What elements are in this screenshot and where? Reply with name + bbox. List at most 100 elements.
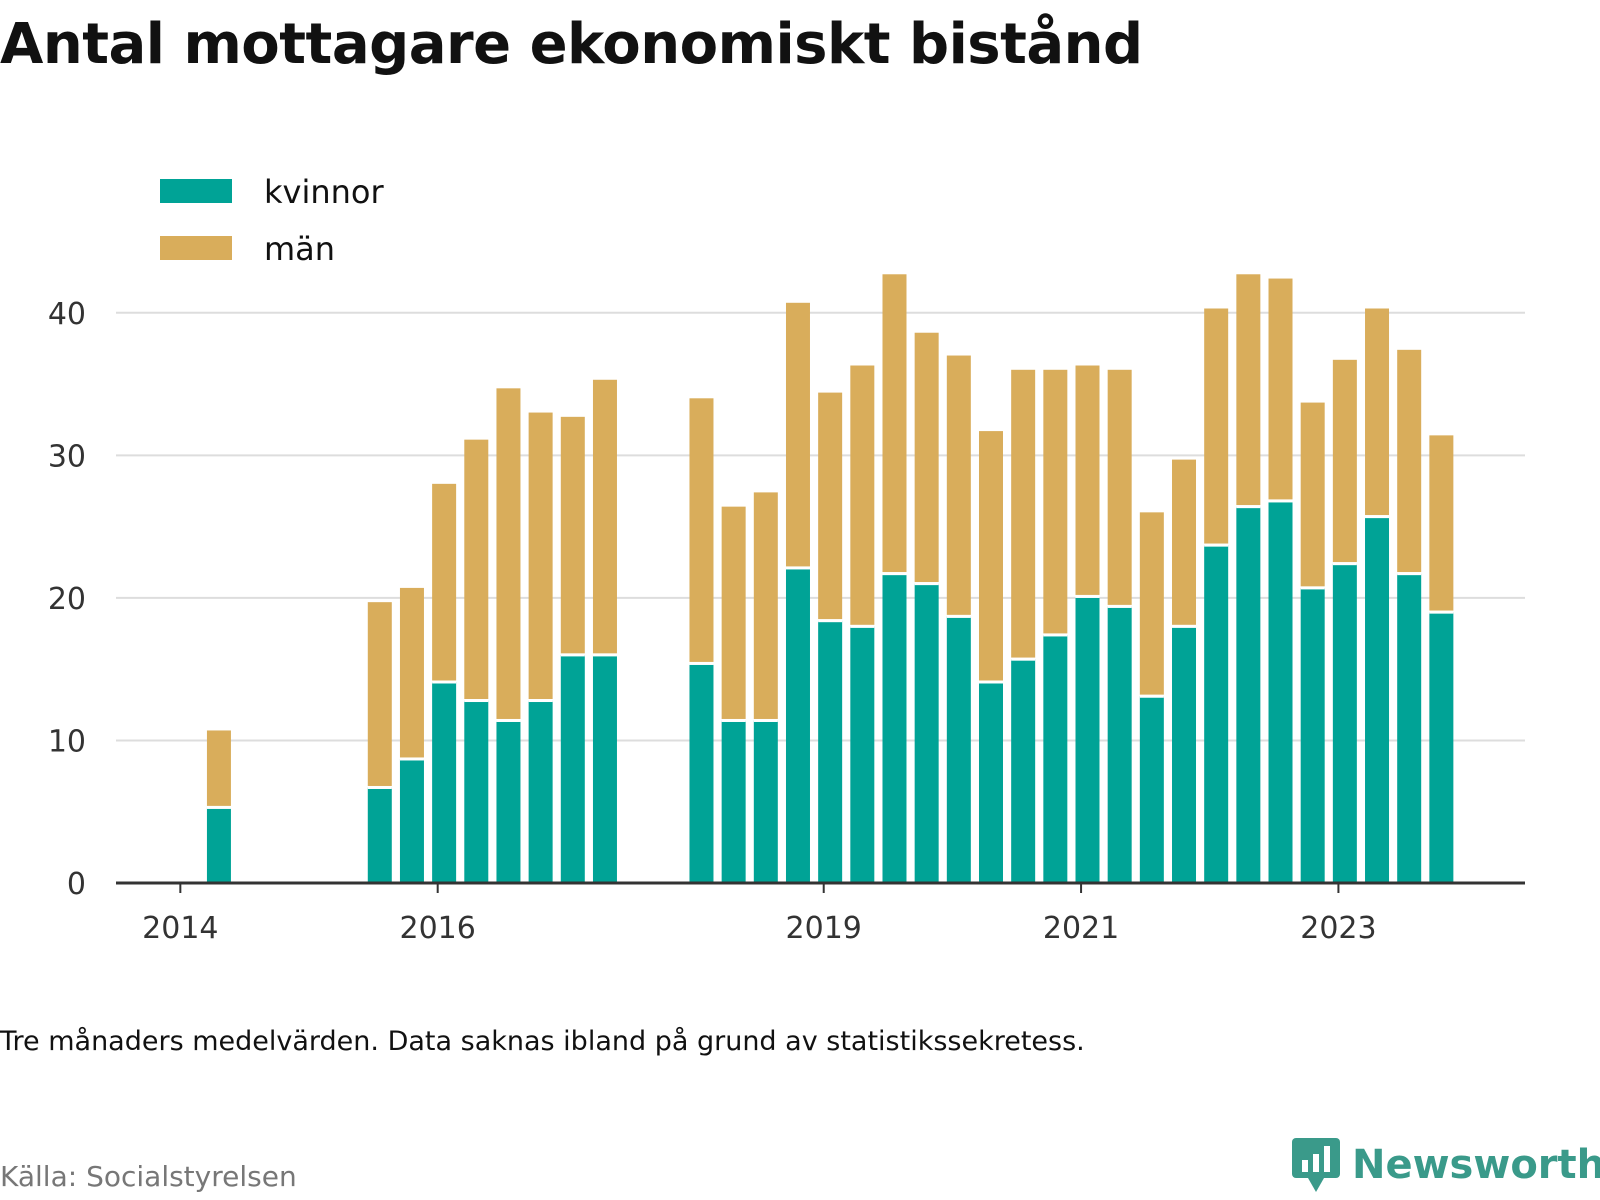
stacked-bar-chart: 0 10 20 30 40 2014 2016 2019 2021 2023 kvinnor män: [47, 0, 1525, 946]
bar-kvinnor: [560, 654, 585, 883]
bar-separator: [753, 718, 778, 722]
bar-man: [1332, 359, 1357, 563]
bar-kvinnor: [1332, 563, 1357, 883]
bar-kvinnor: [1365, 516, 1390, 883]
legend-swatch: [160, 179, 232, 203]
bars: [206, 0, 1486, 883]
bar-man: [1107, 369, 1132, 605]
bar-separator: [1365, 515, 1390, 519]
legend-swatch: [160, 236, 232, 260]
bar-separator: [882, 572, 907, 576]
source-credit: Källa: Socialstyrelsen: [0, 1160, 297, 1193]
bar-kvinnor: [206, 807, 231, 883]
bar-kvinnor: [785, 567, 810, 883]
brand-name: Newsworthy: [1352, 1142, 1600, 1188]
bar-man: [1300, 402, 1325, 587]
legend-label: kvinnor: [264, 173, 385, 211]
bar-man: [496, 388, 521, 719]
bar-kvinnor: [528, 700, 553, 883]
bar-man: [1397, 349, 1422, 573]
x-tick-label: 2016: [400, 911, 476, 946]
bar-kvinnor: [1429, 612, 1454, 883]
bar-separator: [946, 614, 971, 618]
bar-kvinnor: [399, 758, 424, 883]
bar-kvinnor: [496, 720, 521, 883]
bar-kvinnor: [1397, 573, 1422, 883]
y-tick-label: 40: [48, 297, 86, 332]
bar-separator: [1268, 499, 1293, 503]
bar-kvinnor: [721, 720, 746, 883]
bar-kvinnor: [1107, 606, 1132, 883]
bar-kvinnor: [1075, 596, 1100, 883]
bar-separator: [496, 718, 521, 722]
bar-man: [914, 332, 939, 583]
bar-kvinnor: [753, 720, 778, 883]
bar-man: [528, 412, 553, 700]
bar-man: [1139, 512, 1164, 695]
bar-man: [1429, 435, 1454, 611]
bar-kvinnor: [689, 663, 714, 883]
y-tick-label: 30: [48, 439, 86, 474]
bar-man: [882, 274, 907, 573]
bar-separator: [1011, 657, 1036, 661]
bar-separator: [432, 680, 457, 684]
bar-man: [1268, 278, 1293, 500]
x-tick-label: 2014: [142, 911, 218, 946]
legend-label: män: [264, 230, 335, 268]
bar-separator: [1172, 624, 1197, 628]
bar-separator: [1075, 594, 1100, 598]
bar-man: [1043, 369, 1068, 634]
bar-man: [818, 392, 843, 620]
bar-man: [1011, 369, 1036, 658]
bar-separator: [785, 566, 810, 570]
bar-man: [399, 587, 424, 758]
bar-man: [1236, 274, 1261, 506]
bar-separator: [1332, 562, 1357, 566]
bar-separator: [464, 699, 489, 703]
bar-separator: [689, 661, 714, 665]
bar-man: [1204, 308, 1229, 544]
legend-background: [130, 262, 410, 280]
bar-man: [367, 602, 392, 786]
bar-kvinnor: [978, 681, 1003, 883]
bar-separator: [1461, 0, 1486, 3]
bar-separator: [1429, 610, 1454, 614]
bar-separator: [399, 757, 424, 761]
bar-kvinnor: [1172, 626, 1197, 883]
bar-separator: [528, 699, 553, 703]
bar-kvinnor: [1268, 500, 1293, 883]
bar-separator: [1397, 572, 1422, 576]
x-tick-label: 2023: [1300, 911, 1376, 946]
bar-man: [206, 730, 231, 806]
bar-man: [560, 416, 585, 654]
bar-kvinnor: [1139, 696, 1164, 883]
y-tick-label: 20: [48, 582, 86, 617]
bar-kvinnor: [592, 654, 617, 883]
axes: 0 10 20 30 40 2014 2016 2019 2021 2023: [48, 297, 1525, 946]
bar-separator: [914, 582, 939, 586]
bar-man: [785, 302, 810, 567]
bar-separator: [818, 619, 843, 623]
bar-man: [946, 355, 971, 615]
bar-separator: [1107, 604, 1132, 608]
bar-kvinnor: [1236, 506, 1261, 883]
bar-separator: [560, 653, 585, 657]
bar-kvinnor: [914, 583, 939, 883]
bar-man: [753, 492, 778, 719]
bar-man: [432, 483, 457, 681]
x-tick-label: 2021: [1043, 911, 1119, 946]
bar-separator: [1204, 543, 1229, 547]
bar-separator: [850, 624, 875, 628]
newsworthy-logo-icon: [1292, 1138, 1340, 1192]
bar-kvinnor: [1300, 587, 1325, 883]
bar-man: [978, 431, 1003, 681]
y-tick-label: 10: [48, 724, 86, 759]
bar-separator: [978, 680, 1003, 684]
bar-kvinnor: [1011, 659, 1036, 883]
bar-separator: [1043, 633, 1068, 637]
bar-kvinnor: [946, 616, 971, 883]
bar-man: [1075, 365, 1100, 595]
bar-separator: [592, 653, 617, 657]
bar-kvinnor: [818, 620, 843, 883]
bar-man: [689, 398, 714, 662]
